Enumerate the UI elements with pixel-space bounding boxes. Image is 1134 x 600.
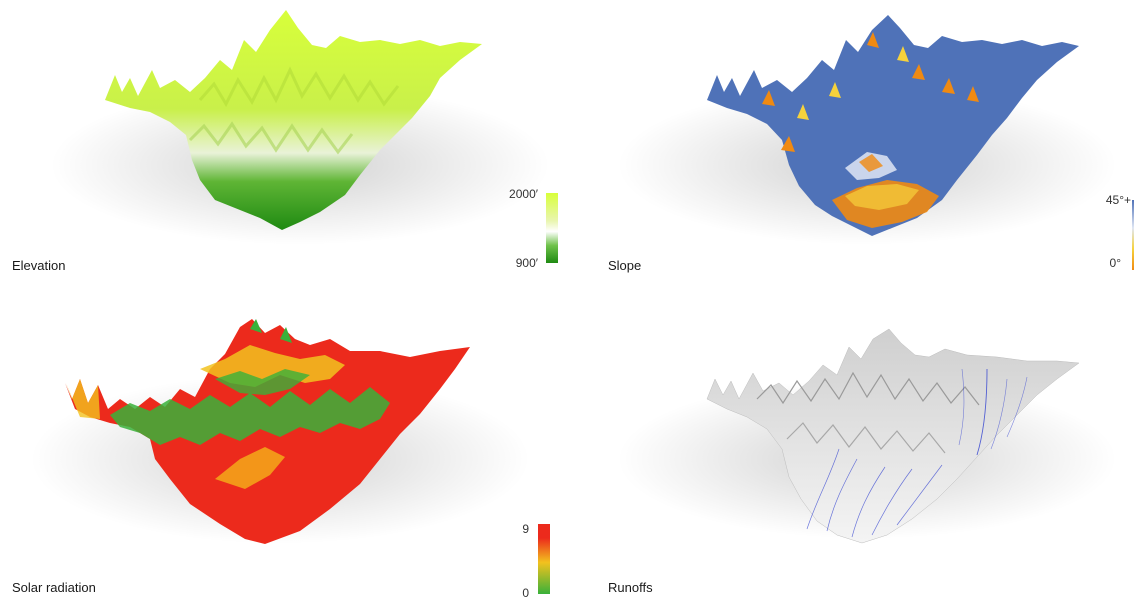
runoffs-label: Runoffs xyxy=(608,580,653,595)
solar-radiation-color-legend xyxy=(538,524,550,594)
slope-label: Slope xyxy=(608,258,642,273)
solar-radiation-label: Solar radiation xyxy=(12,580,96,595)
slope-surface xyxy=(707,15,1079,236)
runoffs-panel: Runoffs xyxy=(567,299,1134,598)
slope-terrain-map xyxy=(617,15,1117,245)
elevation-color-legend xyxy=(546,193,558,263)
elevation-legend-min: 900′ xyxy=(515,256,538,270)
slope-legend-min: 0° xyxy=(1109,256,1121,270)
solar-radiation-legend-max: 9 xyxy=(522,522,529,536)
elevation-terrain-map xyxy=(50,10,550,245)
slope-legend-max: 45°+ xyxy=(1105,193,1131,207)
solar-radiation-terrain-map xyxy=(30,319,530,544)
elevation-legend-max: 2000′ xyxy=(509,187,538,201)
elevation-panel: Elevation 2000′ 900′ xyxy=(0,0,567,299)
slope-color-legend xyxy=(1132,200,1134,270)
runoffs-terrain-map xyxy=(617,328,1117,544)
slope-panel: Slope 45°+ 0° xyxy=(567,0,1134,299)
solar-radiation-legend-min: 0 xyxy=(522,586,529,600)
elevation-label: Elevation xyxy=(12,258,66,273)
elevation-surface xyxy=(105,10,482,230)
solar-radiation-panel: Solar radiation 9 0 xyxy=(0,299,567,600)
